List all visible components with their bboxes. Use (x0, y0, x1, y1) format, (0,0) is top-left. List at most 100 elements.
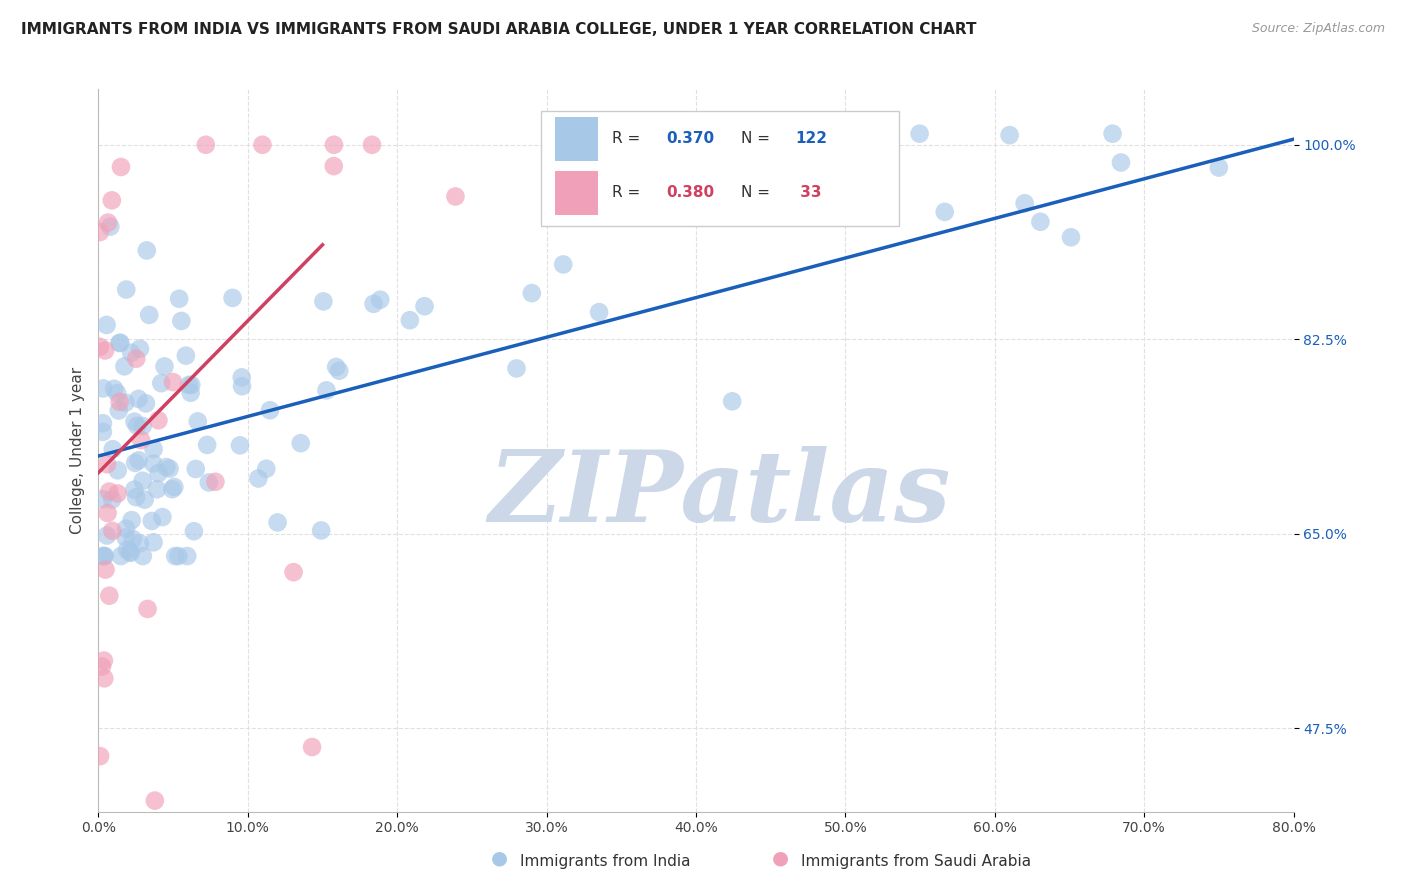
Point (204, 475, 226, 489)
Point (91, 659, 114, 673)
Point (553, 257, 575, 271)
Point (94, 563, 117, 577)
Point (195, 438, 218, 452)
Point (101, 442, 124, 457)
Point (165, 549, 187, 563)
Point (89, 225, 111, 239)
Point (91, 425, 114, 439)
Point (110, 335, 132, 350)
Text: ●: ● (491, 848, 508, 867)
Point (135, 396, 157, 410)
Point (162, 482, 184, 496)
Point (231, 370, 253, 384)
Point (128, 453, 150, 467)
Point (167, 292, 190, 306)
Point (101, 194, 124, 208)
Point (131, 419, 153, 434)
Point (91, 381, 114, 395)
Point (762, 193, 785, 207)
Point (142, 442, 165, 456)
Point (152, 510, 174, 524)
Point (163, 480, 186, 494)
Point (162, 375, 184, 389)
Point (146, 482, 169, 496)
Point (134, 492, 156, 507)
Point (444, 189, 467, 203)
Point (107, 403, 129, 417)
Point (98, 484, 121, 499)
Point (93, 654, 115, 668)
Point (259, 403, 281, 417)
Point (283, 565, 305, 579)
Point (153, 359, 176, 374)
Point (124, 483, 146, 497)
Point (131, 474, 153, 488)
Point (107, 463, 129, 477)
Point (328, 364, 350, 378)
Point (96, 457, 118, 471)
Point (934, 205, 956, 219)
Point (129, 342, 152, 356)
Point (520, 286, 543, 301)
Point (91, 416, 114, 430)
Point (127, 418, 149, 433)
Point (309, 524, 332, 538)
Point (252, 137, 274, 152)
Point (174, 349, 197, 363)
Point (93, 549, 115, 563)
Point (125, 490, 148, 504)
Point (93, 549, 115, 563)
Point (143, 794, 166, 808)
Point (254, 462, 277, 476)
Point (301, 740, 323, 755)
Point (132, 549, 155, 563)
Point (368, 293, 391, 307)
Point (105, 386, 128, 401)
Point (101, 492, 124, 507)
Point (908, 127, 931, 141)
Point (363, 297, 385, 311)
Point (150, 376, 173, 391)
Text: ZIPatlas: ZIPatlas (489, 446, 950, 542)
Point (120, 546, 142, 560)
Text: Source: ZipAtlas.com: Source: ZipAtlas.com (1251, 22, 1385, 36)
Point (148, 413, 170, 427)
Point (167, 549, 190, 563)
Point (122, 532, 145, 546)
Point (180, 385, 202, 400)
Point (129, 433, 152, 447)
Point (1029, 215, 1052, 229)
Point (114, 395, 136, 409)
Point (1109, 155, 1132, 169)
Point (325, 359, 347, 374)
Point (187, 414, 209, 428)
Point (1060, 230, 1083, 244)
Point (121, 513, 143, 527)
Point (170, 314, 193, 328)
Point (115, 542, 138, 557)
Point (115, 283, 138, 297)
Point (247, 471, 270, 485)
Point (148, 466, 170, 480)
Point (98, 219, 121, 234)
Point (142, 457, 165, 471)
Point (110, 549, 132, 563)
Point (107, 486, 129, 500)
Point (266, 516, 288, 530)
Point (91, 549, 114, 563)
Point (312, 294, 335, 309)
Point (322, 159, 344, 173)
Point (721, 394, 744, 409)
Point (588, 305, 610, 319)
Point (194, 137, 217, 152)
Point (184, 462, 207, 476)
Text: ●: ● (772, 848, 789, 867)
Point (97, 506, 120, 520)
Point (198, 475, 221, 490)
Point (136, 602, 159, 616)
Point (183, 524, 205, 539)
Point (141, 514, 163, 528)
Point (1014, 196, 1036, 211)
Point (114, 531, 136, 545)
Point (91, 492, 114, 507)
